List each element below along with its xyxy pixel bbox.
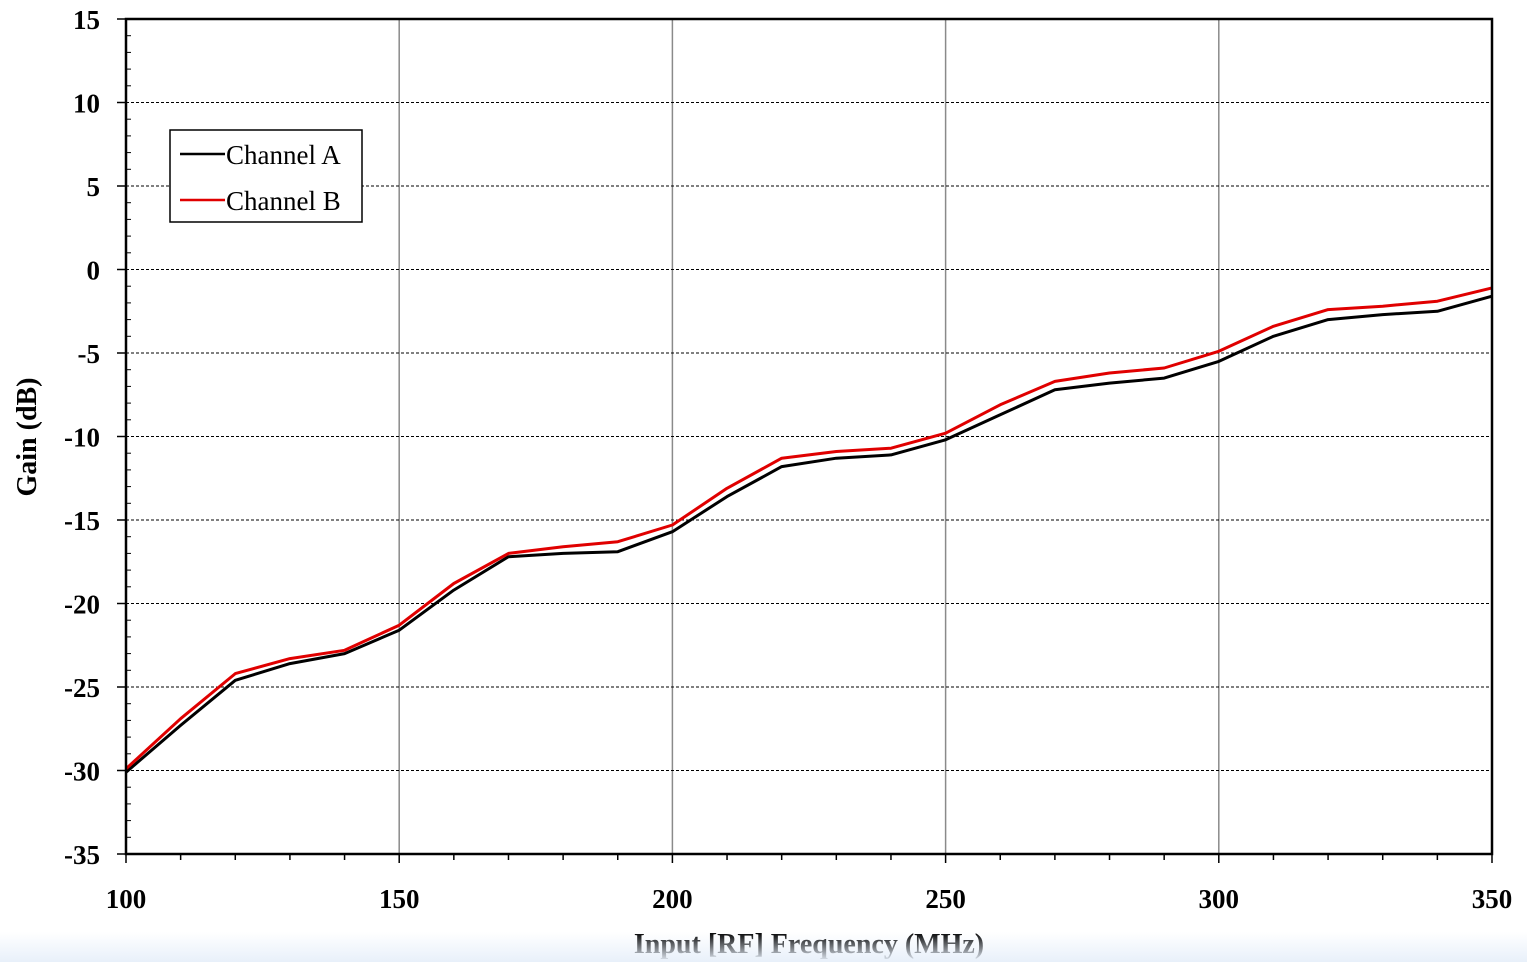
series-lines bbox=[124, 286, 1493, 774]
y-tick-label--35: -35 bbox=[64, 840, 100, 870]
legend-label-channel-a: Channel A bbox=[226, 140, 341, 170]
y-tick-label-10: 10 bbox=[73, 89, 100, 119]
y-tick-label-15: 15 bbox=[73, 5, 100, 35]
y-tick-label--25: -25 bbox=[64, 673, 100, 703]
y-tick-label--10: -10 bbox=[64, 423, 100, 453]
x-tick-label-300: 300 bbox=[1199, 884, 1240, 914]
y-tick-label-5: 5 bbox=[87, 172, 101, 202]
legend-label-channel-b: Channel B bbox=[226, 186, 341, 216]
x-tick-label-150: 150 bbox=[379, 884, 420, 914]
y-tick-label--30: -30 bbox=[64, 757, 100, 787]
x-tick-label-200: 200 bbox=[652, 884, 693, 914]
x-tick-label-100: 100 bbox=[106, 884, 147, 914]
y-tick-label--15: -15 bbox=[64, 506, 100, 536]
y-axis-title: Gain (dB) bbox=[12, 377, 43, 496]
grid bbox=[126, 19, 1492, 854]
y-tick-label--5: -5 bbox=[78, 339, 101, 369]
series-line-channel-a bbox=[125, 294, 1493, 774]
series-line-channel-b bbox=[124, 286, 1493, 770]
legend: Channel A Channel B bbox=[169, 129, 363, 223]
y-tick-label-0: 0 bbox=[87, 256, 101, 286]
x-axis-title: Input [RF] Frequency (MHz) bbox=[634, 929, 984, 960]
y-tick-label--20: -20 bbox=[64, 590, 100, 620]
tick-labels: 100 150 200 250 300 350 15 10 5 0 -5 -10 -15 -20 -25 -3… bbox=[64, 5, 1512, 914]
plot-frame bbox=[124, 17, 1494, 856]
x-tick-label-350: 350 bbox=[1472, 884, 1513, 914]
legend-box bbox=[169, 129, 363, 223]
x-tick-label-250: 250 bbox=[925, 884, 966, 914]
